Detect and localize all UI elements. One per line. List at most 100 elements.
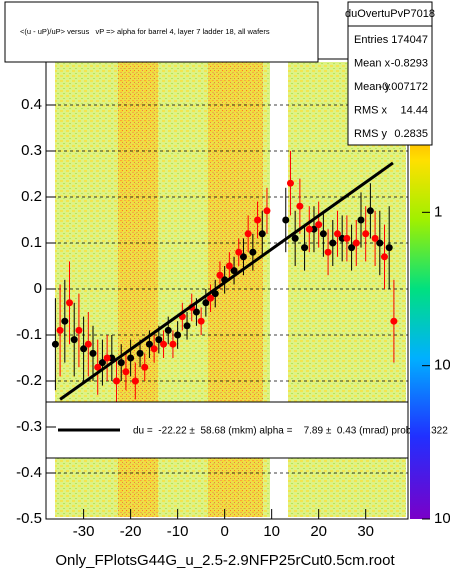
point [141,363,149,371]
point [343,234,351,242]
point [164,326,172,334]
point [230,267,238,275]
stats-value: -0.8293 [391,57,428,69]
title-box [4,1,319,63]
stats-label: Mean x [354,57,391,69]
y-tick-label: 0.2 [21,188,42,205]
point [357,216,365,224]
x-tick-label: 0 [220,523,228,540]
point [362,230,370,238]
stats-title: duOvertuPvP7018 [345,8,435,20]
point [51,340,59,348]
point [329,239,337,247]
point [315,221,323,229]
y-tick-label: -0.1 [16,326,42,343]
point [66,299,74,307]
y-tick-label: -0.5 [16,510,42,527]
point [131,377,139,385]
point [75,326,83,334]
point [98,359,106,367]
point [333,230,341,238]
chart-title: <(u - uP)/uP> versus vP => alpha for bar… [20,27,270,36]
point [70,336,78,344]
z-tick-label: 10 [434,510,450,527]
point [244,230,252,238]
point [169,340,177,348]
color-palette [410,59,430,519]
point [113,377,121,385]
stats-label: RMS x [354,104,388,116]
x-tick-label: -10 [167,523,189,540]
point [352,239,360,247]
point [84,340,92,348]
point [348,244,356,252]
y-tick-label: -0.2 [16,372,42,389]
z-tick-label: 10 [434,357,450,374]
point [225,262,233,270]
point [61,317,69,325]
point [150,345,158,353]
stats-value: 174047 [391,34,428,46]
point [183,322,191,330]
point [94,363,102,371]
point [127,354,135,362]
stats-label: Mean y [354,81,391,93]
point [282,216,290,224]
point [376,239,384,247]
point [291,234,299,242]
y-tick-label: 0.3 [21,142,42,159]
point [202,299,210,307]
x-tick-label: -20 [120,523,142,540]
x-tick-label: -30 [73,523,95,540]
point [136,349,144,357]
stats-value: 14.44 [400,104,428,116]
point [89,349,97,357]
fit-line [59,161,394,401]
point [197,317,205,325]
x-tick-label: 10 [263,523,280,540]
x-tick-label: 30 [357,523,374,540]
point [324,248,332,256]
stats-value: 0.2835 [394,128,428,140]
point [319,230,327,238]
point [249,248,257,256]
y-tick-label: -0.4 [16,464,42,481]
point [258,230,266,238]
point [254,216,262,224]
point [122,368,130,376]
point [80,345,88,353]
point [286,179,294,187]
fit-legend-text: du = -22.22 ± 58.68 (mkm) alpha = 7.89 ±… [133,426,448,437]
x-tick-label: 20 [310,523,327,540]
point [56,326,64,334]
point [366,207,374,215]
stats-label: RMS y [354,128,388,140]
point [239,253,247,261]
file-name: Only_FPlotsG44G_u_2.5-2.9NFP25rCut0.5cm.… [55,552,395,569]
stats-value: -0.007172 [378,81,428,93]
point [174,331,182,339]
y-tick-label: 0.1 [21,234,42,251]
y-tick-label: 0 [34,280,42,297]
point [235,248,243,256]
point [155,336,163,344]
point [103,354,111,362]
point [192,308,200,316]
point [207,294,215,302]
point [371,234,379,242]
point [296,202,304,210]
stats-label: Entries [354,34,389,46]
point [145,340,153,348]
y-tick-label: 0.4 [21,96,42,113]
point [301,244,309,252]
point [305,225,313,233]
point [216,271,224,279]
z-tick-label: 1 [434,203,442,220]
point [380,253,388,261]
point [160,340,168,348]
point [390,317,398,325]
point [385,244,393,252]
point [117,359,125,367]
